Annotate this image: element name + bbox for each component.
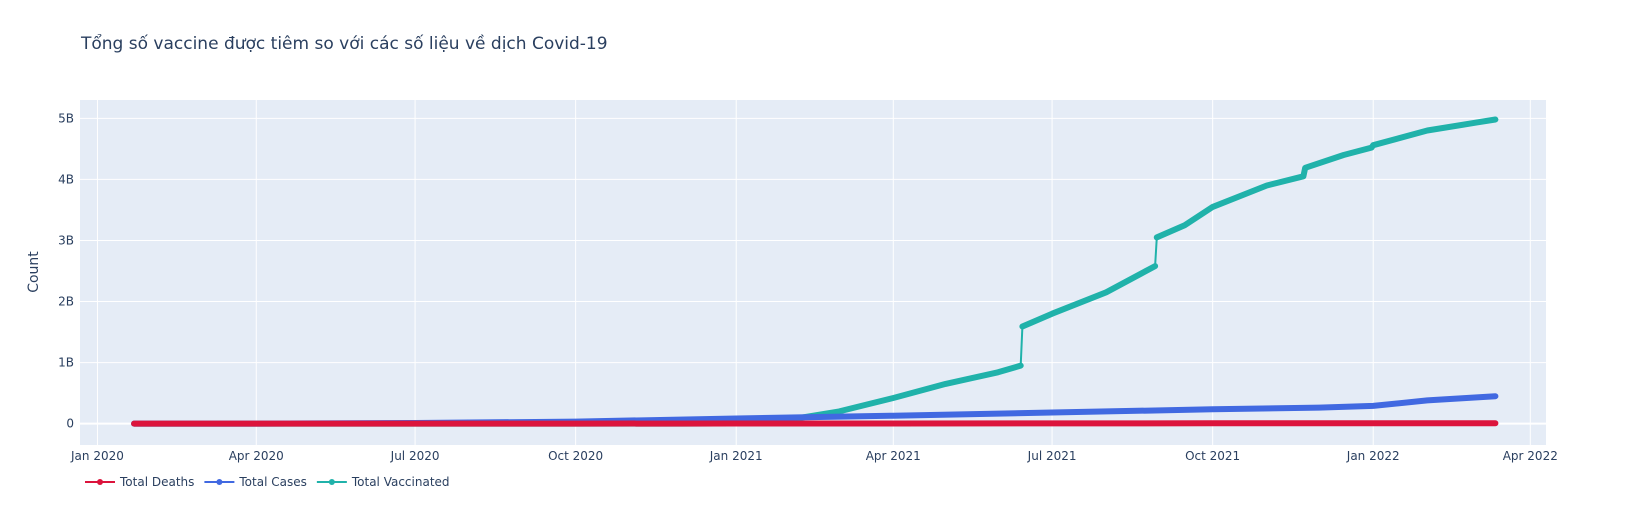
y-tick-label: 5B [58, 111, 74, 125]
x-tick-label: Oct 2020 [548, 449, 603, 463]
x-tick-label: Oct 2021 [1185, 449, 1240, 463]
legend-item-total-cases[interactable]: Total Cases [204, 475, 307, 489]
legend-swatch-marker [328, 479, 335, 485]
y-tick-label: 2B [58, 295, 74, 309]
y-tick-label: 0 [66, 417, 74, 431]
chart-title: Tổng số vaccine được tiêm so với các số … [80, 33, 608, 54]
x-tick-label: Jan 2021 [709, 449, 763, 463]
plot-area [80, 100, 1546, 445]
x-tick-label: Jan 2022 [1346, 449, 1400, 463]
legend-swatch-marker [97, 479, 103, 485]
x-tick-label: Jan 2020 [70, 449, 124, 463]
y-tick-label: 3B [58, 233, 74, 247]
tick-labels: Jan 2020 Apr 2020 Jul 2020 Oct 2020 Jan 2021… [58, 111, 1558, 463]
y-tick-label: 1B [58, 356, 74, 370]
y-tick-label: 4B [58, 172, 74, 186]
series-layer [131, 116, 1499, 427]
legend-item-total-vaccinated[interactable]: Total Vaccinated [316, 475, 450, 489]
x-tick-label: Jul 2021 [1027, 449, 1077, 463]
legend-item-total-deaths[interactable]: Total Deaths [85, 475, 194, 489]
x-tick-label: Apr 2021 [866, 449, 921, 463]
legend[interactable]: Total Deaths Total Cases Total Vaccinated [85, 475, 450, 489]
y-axis-title: Count [26, 251, 42, 293]
legend-label: Total Deaths [119, 475, 194, 489]
legend-label: Total Vaccinated [351, 475, 450, 489]
series-markers [1019, 263, 1159, 330]
legend-swatch-marker [216, 479, 223, 485]
x-tick-label: Apr 2022 [1503, 449, 1558, 463]
x-tick-label: Apr 2020 [229, 449, 284, 463]
series-markers [1153, 116, 1499, 241]
legend-label: Total Cases [238, 475, 306, 489]
x-tick-label: Jul 2020 [390, 449, 440, 463]
